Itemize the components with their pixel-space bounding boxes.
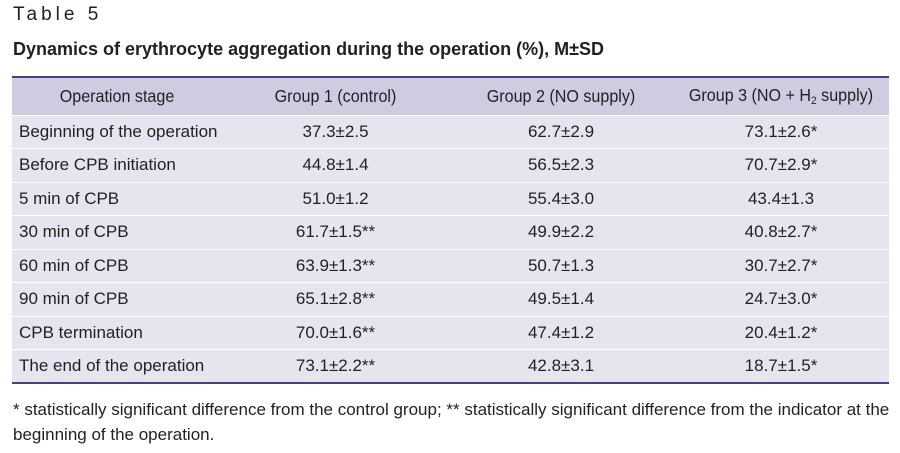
column-header-operation-stage: Operation stage bbox=[20, 76, 214, 116]
group-1-cell: 73.1±2.2** bbox=[222, 349, 449, 384]
group-1-cell: 37.3±2.5 bbox=[222, 115, 449, 149]
group-3-cell: 24.7±3.0* bbox=[673, 282, 889, 317]
group-3-cell: 73.1±2.6* bbox=[673, 115, 889, 149]
table-row: 5 min of CPB 51.0±1.2 55.4±3.0 43.4±1.3 bbox=[12, 182, 889, 216]
group-3-label-prefix: Group 3 (NO + H bbox=[688, 85, 812, 106]
column-header-group-1: Group 1 (control) bbox=[231, 76, 440, 116]
group-1-cell: 44.8±1.4 bbox=[222, 148, 449, 183]
table-row: Before CPB initiation 44.8±1.4 56.5±2.3 … bbox=[12, 148, 889, 183]
stage-cell: 60 min of CPB bbox=[12, 249, 222, 283]
stage-cell: Beginning of the operation bbox=[12, 115, 222, 149]
group-3-cell: 70.7±2.9* bbox=[673, 148, 889, 183]
table-row: Beginning of the operation 37.3±2.5 62.7… bbox=[12, 115, 889, 149]
group-1-cell: 51.0±1.2 bbox=[222, 182, 449, 216]
stage-cell: CPB termination bbox=[12, 316, 222, 350]
group-2-cell: 56.5±2.3 bbox=[449, 148, 673, 183]
column-header-group-3: Group 3 (NO + H2 supply) bbox=[681, 76, 881, 116]
table-row: 60 min of CPB 63.9±1.3** 50.7±1.3 30.7±2… bbox=[12, 249, 889, 283]
stage-cell: 5 min of CPB bbox=[12, 182, 222, 216]
group-1-cell: 63.9±1.3** bbox=[222, 249, 449, 283]
group-3-cell: 30.7±2.7* bbox=[673, 249, 889, 283]
table-row: The end of the operation 73.1±2.2** 42.8… bbox=[12, 349, 889, 384]
erythrocyte-aggregation-table: Operation stage Group 1 (control) Group … bbox=[12, 76, 889, 384]
stage-cell: 90 min of CPB bbox=[12, 282, 222, 317]
group-3-cell: 18.7±1.5* bbox=[673, 349, 889, 384]
group-3-cell: 40.8±2.7* bbox=[673, 215, 889, 250]
group-1-cell: 70.0±1.6** bbox=[222, 316, 449, 350]
group-2-cell: 62.7±2.9 bbox=[449, 115, 673, 149]
table-number-label: Table 5 bbox=[13, 4, 103, 25]
group-3-cell: 43.4±1.3 bbox=[673, 182, 889, 216]
group-3-label-subscript: 2 bbox=[811, 95, 817, 108]
stage-cell: The end of the operation bbox=[12, 349, 222, 384]
group-2-cell: 47.4±1.2 bbox=[449, 316, 673, 350]
group-3-cell: 20.4±1.2* bbox=[673, 316, 889, 350]
stage-cell: 30 min of CPB bbox=[12, 215, 222, 250]
group-1-cell: 65.1±2.8** bbox=[222, 282, 449, 317]
table-footnote: * statistically significant difference f… bbox=[13, 400, 890, 444]
stage-cell: Before CPB initiation bbox=[12, 148, 222, 183]
group-3-label-suffix: supply) bbox=[816, 85, 874, 106]
group-1-cell: 61.7±1.5** bbox=[222, 215, 449, 250]
column-header-group-2: Group 2 (NO supply) bbox=[457, 76, 665, 116]
table-title: Dynamics of erythrocyte aggregation duri… bbox=[13, 39, 604, 59]
table-row: 30 min of CPB 61.7±1.5** 49.9±2.2 40.8±2… bbox=[12, 215, 889, 250]
table-header-row: Operation stage Group 1 (control) Group … bbox=[12, 76, 889, 116]
group-2-cell: 55.4±3.0 bbox=[449, 182, 673, 216]
group-2-cell: 50.7±1.3 bbox=[449, 249, 673, 283]
table-row: CPB termination 70.0±1.6** 47.4±1.2 20.4… bbox=[12, 316, 889, 350]
group-2-cell: 49.9±2.2 bbox=[449, 215, 673, 250]
group-2-cell: 49.5±1.4 bbox=[449, 282, 673, 317]
table-row: 90 min of CPB 65.1±2.8** 49.5±1.4 24.7±3… bbox=[12, 282, 889, 317]
group-2-cell: 42.8±3.1 bbox=[449, 349, 673, 384]
